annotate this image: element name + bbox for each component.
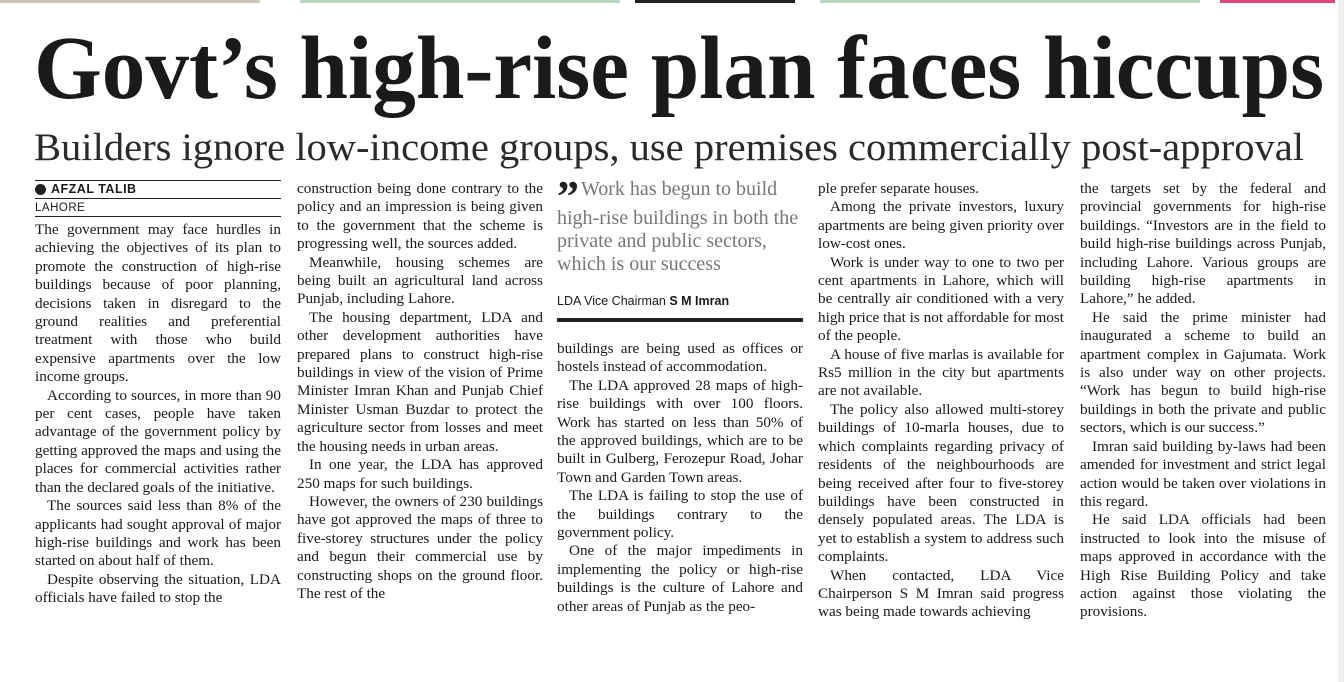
paragraph: The sources said less than 8% of the app… bbox=[35, 497, 281, 570]
paragraph: He said the prime minister had inaugurat… bbox=[1080, 308, 1326, 437]
paragraph: He said LDA officials had been instructe… bbox=[1080, 511, 1326, 621]
quote-text: Work has begun to build high-rise buildi… bbox=[557, 178, 799, 275]
paragraph: The policy also allowed multi-storey bui… bbox=[818, 400, 1064, 566]
column: ple prefer separate houses. Among the pri… bbox=[818, 180, 1064, 680]
dateline: LAHORE bbox=[35, 199, 281, 217]
paragraph: ple prefer separate houses. bbox=[818, 180, 980, 197]
paragraph: However, the owners of 230 buildings hav… bbox=[297, 492, 543, 602]
pull-quote: ” Work has begun to build high-rise build… bbox=[557, 178, 803, 276]
strip bbox=[300, 0, 620, 3]
paragraph: According to sources, in more than 90 pe… bbox=[35, 386, 281, 496]
paragraph: Meanwhile, housing schemes are being bui… bbox=[297, 253, 543, 308]
column: AFZAL TALIB LAHORE The government may fa… bbox=[35, 180, 281, 680]
scrollbar bbox=[1338, 0, 1344, 682]
paragraph: Among the private investors, luxury apar… bbox=[818, 198, 1064, 253]
paragraph: the targets set by the federal and provi… bbox=[1080, 180, 1326, 308]
paragraph: construction being done contrary to the … bbox=[297, 180, 543, 253]
strip bbox=[635, 0, 795, 3]
paragraph: The housing department, LDA and other de… bbox=[297, 308, 543, 455]
subhead: Builders ignore low-income groups, use p… bbox=[34, 126, 1304, 169]
paragraph: buildings are being used as offices or h… bbox=[557, 340, 803, 376]
attribution-title: LDA Vice Chairman bbox=[557, 294, 666, 308]
attribution: LDA Vice Chairman S M Imran bbox=[557, 294, 803, 322]
icon bbox=[35, 184, 46, 195]
paragraph: The LDA is failing to stop the use of th… bbox=[557, 487, 803, 542]
paragraph: Despite observing the situation, LDA off… bbox=[35, 570, 281, 607]
paragraph: Imran said building by-laws had been ame… bbox=[1080, 437, 1326, 510]
column: ” Work has begun to build high-rise build… bbox=[557, 178, 803, 678]
paragraph: When contacted, LDA Vice Chairperson S M… bbox=[818, 566, 1064, 621]
subhead-box: Builders ignore low-income groups, use p… bbox=[34, 126, 1304, 169]
strip bbox=[0, 0, 260, 3]
byline: AFZAL TALIB bbox=[35, 180, 281, 199]
paragraph: One of the major impediments in implemen… bbox=[557, 542, 803, 615]
paragraph: A house of five marlas is available for … bbox=[818, 345, 1064, 400]
paragraph: The government may face hurdles in achie… bbox=[35, 221, 281, 386]
strip bbox=[820, 0, 1200, 3]
column: construction being done contrary to the … bbox=[297, 180, 543, 680]
author: AFZAL TALIB bbox=[51, 182, 137, 196]
column-text: buildings are being used as offices or h… bbox=[557, 340, 803, 616]
strip bbox=[1220, 0, 1335, 3]
paragraph: Work is under way to one to two per cent… bbox=[818, 253, 1064, 345]
headline: Govt’s high-rise plan faces hiccups bbox=[34, 20, 1324, 118]
attribution-name: S M Imran bbox=[669, 294, 730, 308]
paragraph: The LDA approved 28 maps of high-rise bu… bbox=[557, 376, 803, 486]
paragraph: In one year, the LDA has approved 250 ma… bbox=[297, 456, 543, 492]
headline-box: Govt’s high-rise plan faces hiccups bbox=[34, 20, 1324, 118]
column: the targets set by the federal and provi… bbox=[1080, 180, 1326, 680]
